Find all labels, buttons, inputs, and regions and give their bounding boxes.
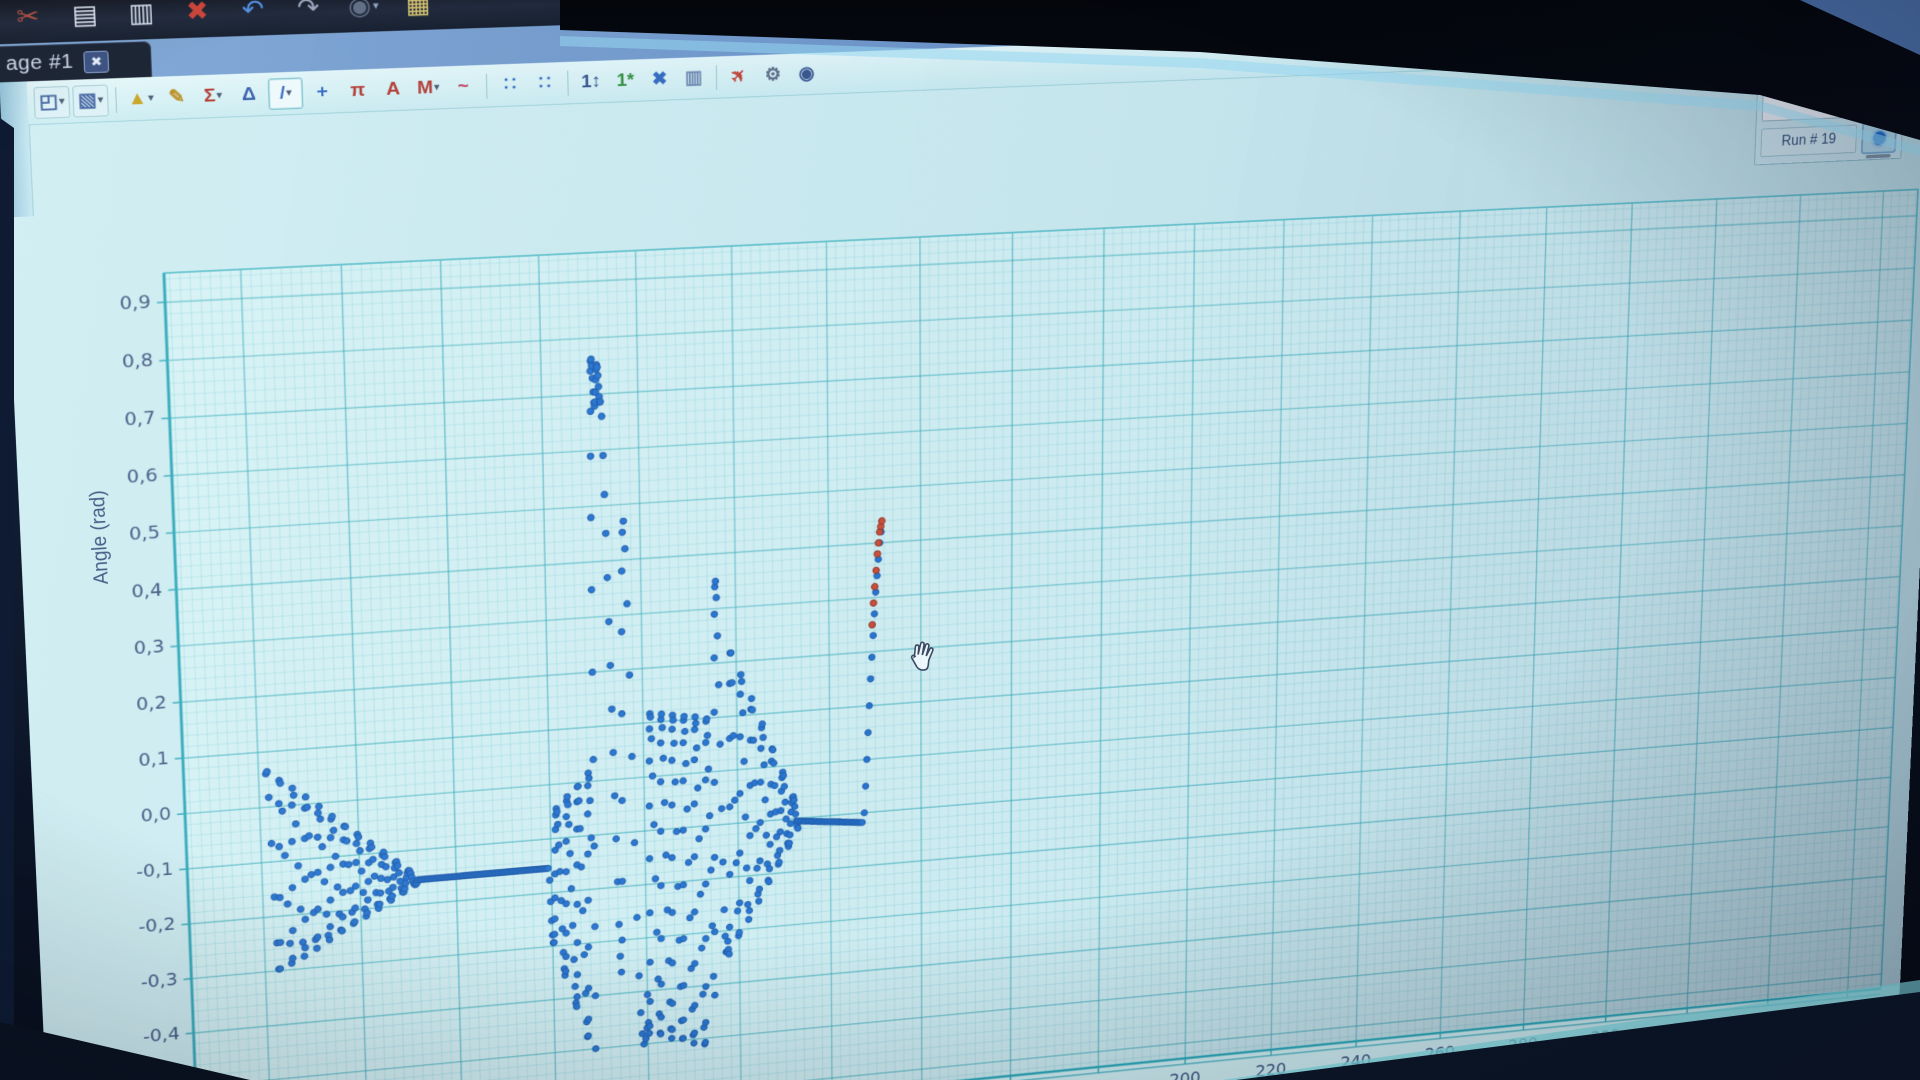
legend-count-badge: 6 xyxy=(1867,95,1875,110)
delete-tool[interactable]: ✖ xyxy=(174,0,221,31)
toolbar-separator xyxy=(485,73,488,99)
record-tool[interactable]: ◉ ▾ xyxy=(340,0,386,26)
redo-tool[interactable]: ↷ xyxy=(285,0,331,28)
measure-tool[interactable]: π xyxy=(341,75,374,106)
y-axis-title: Angle (rad) xyxy=(86,489,114,586)
measure-tool-icon: π xyxy=(350,79,366,101)
toolbar-separator xyxy=(715,64,718,90)
hand-pan-cursor xyxy=(910,641,934,671)
data-summary-tool-icon: ▦ xyxy=(405,0,431,19)
run-selector[interactable]: Run # 19 xyxy=(1760,124,1858,158)
settings-tool[interactable]: ⚙ xyxy=(757,60,788,90)
smart-tool-icon: ▲ xyxy=(127,87,148,110)
chevron-down-icon[interactable]: ▾ xyxy=(433,82,440,94)
legend-input-field[interactable] xyxy=(1761,88,1864,122)
cut-tool-icon: ✂ xyxy=(15,0,41,32)
curve-fit-tool-icon: M xyxy=(416,77,434,99)
delete-tool-icon: ✖ xyxy=(185,0,210,26)
chevron-down-icon[interactable]: ▾ xyxy=(216,90,223,102)
rocket-tool-icon: ✈ xyxy=(726,63,752,89)
copy-tool-icon: ▤ xyxy=(71,0,99,30)
data-points-alt-tool-icon: ∷ xyxy=(538,73,551,94)
align-scales-tool-icon: 1↕ xyxy=(581,70,602,92)
toolbar-separator xyxy=(567,70,569,96)
cut-tool[interactable]: ✂ xyxy=(4,0,52,37)
move-tool-icon: + xyxy=(316,80,329,102)
plot-canvas[interactable] xyxy=(5,132,1920,1080)
undo-tool[interactable]: ↶ xyxy=(230,0,277,29)
toolbar-separator xyxy=(115,86,118,113)
visibility-tool-icon: ◉ xyxy=(798,63,815,85)
statistics-tool[interactable]: Σ ▾ xyxy=(196,81,230,112)
remove-tool[interactable]: ✖ xyxy=(644,64,676,94)
duplicate-tool[interactable]: ▥ xyxy=(678,63,709,93)
slope-tool[interactable]: Δ xyxy=(232,79,266,110)
copy-tool[interactable]: ▤ xyxy=(61,0,109,35)
chevron-down-icon[interactable]: ▾ xyxy=(58,96,65,108)
tab-close-icon[interactable]: ✖ xyxy=(83,50,110,73)
note-tool[interactable]: ✎ xyxy=(160,82,194,113)
scale-to-fit-tool[interactable]: ▧ ▾ xyxy=(72,83,109,118)
run-color-dot-icon xyxy=(1872,130,1886,145)
zoom-select-tool-icon: ◰ xyxy=(38,91,59,113)
paste-tool[interactable]: ▥ xyxy=(118,0,165,33)
legend-fine-print xyxy=(1865,153,1891,159)
fit-tool-icon: / xyxy=(279,82,286,104)
data-points-alt-tool[interactable]: ∷ xyxy=(529,68,561,98)
run-legend: 6 Run # 19 xyxy=(1754,81,1905,166)
smart-tool[interactable]: ▲ ▾ xyxy=(123,83,157,114)
data-summary-tool[interactable]: ▦ xyxy=(395,0,440,24)
note-tool-icon: ✎ xyxy=(168,86,186,108)
chevron-down-icon[interactable]: ▾ xyxy=(286,87,292,99)
visibility-tool[interactable]: ◉ xyxy=(791,59,822,89)
tab-page-1[interactable]: age #1 ✖ xyxy=(0,41,153,83)
run-color-button[interactable] xyxy=(1860,121,1898,159)
prediction-tool-icon: ~ xyxy=(457,75,470,97)
paste-tool-icon: ▥ xyxy=(127,0,155,28)
move-tool[interactable]: + xyxy=(306,77,339,108)
rescale-tool[interactable]: 1* xyxy=(610,66,642,96)
graph-window: ◰ ▾ ▧ ▾ ▲ ▾ ✎ Σ ▾ Δ / ▾ + π A M ▾ ~ ∷ ∷ 1↕ 1* ✖ ▥ ✈ ⚙ ◉ Angle (rad… xyxy=(0,12,1920,1080)
settings-tool-icon: ⚙ xyxy=(764,64,782,86)
chevron-down-icon[interactable]: ▾ xyxy=(147,92,154,104)
undo-tool-icon: ↶ xyxy=(241,0,265,24)
chevron-down-icon[interactable]: ▾ xyxy=(97,94,104,106)
text-annotation-tool[interactable]: A xyxy=(377,74,410,104)
data-points-tool[interactable]: ∷ xyxy=(494,70,526,100)
zoom-select-tool[interactable]: ◰ ▾ xyxy=(33,85,71,119)
data-points-tool-icon: ∷ xyxy=(503,74,517,96)
slope-tool-icon: Δ xyxy=(241,83,257,105)
rocket-tool[interactable]: ✈ xyxy=(724,61,755,91)
tab-label: age #1 xyxy=(5,50,74,76)
rescale-tool-icon: 1* xyxy=(616,69,635,91)
prediction-tool[interactable]: ~ xyxy=(447,71,480,101)
align-scales-tool[interactable]: 1↕ xyxy=(575,67,607,97)
statistics-tool-icon: Σ xyxy=(203,84,216,107)
remove-tool-icon: ✖ xyxy=(651,68,668,90)
text-annotation-tool-icon: A xyxy=(385,78,401,100)
scale-to-fit-tool-icon: ▧ xyxy=(77,89,98,112)
chevron-down-icon[interactable]: ▾ xyxy=(372,0,379,12)
curve-fit-tool[interactable]: M ▾ xyxy=(412,73,445,103)
record-tool-icon: ◉ xyxy=(347,0,372,21)
duplicate-tool-icon: ▥ xyxy=(684,67,703,89)
redo-tool-icon: ↷ xyxy=(296,0,320,22)
fit-tool[interactable]: / ▾ xyxy=(267,76,304,110)
